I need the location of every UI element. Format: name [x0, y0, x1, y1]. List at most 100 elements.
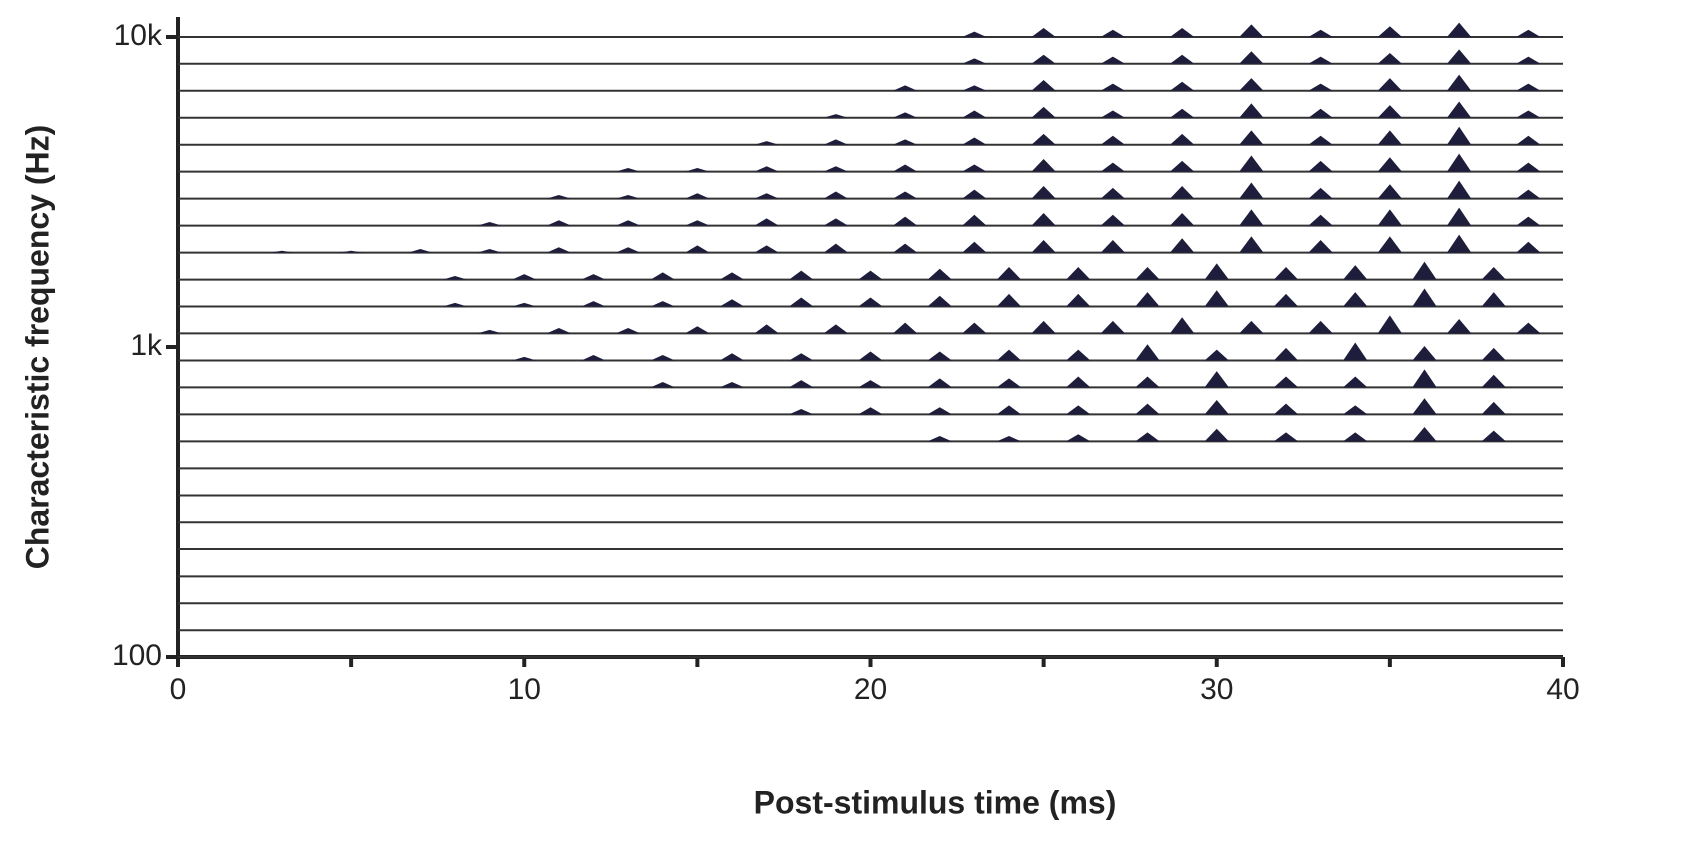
peak [1447, 74, 1472, 91]
peak [1066, 266, 1091, 280]
peak [1308, 83, 1333, 91]
peak [1170, 133, 1195, 145]
peak [1273, 376, 1299, 388]
peak [1204, 349, 1229, 361]
peak [616, 328, 641, 334]
peak [1239, 130, 1264, 145]
peak [339, 250, 364, 253]
peak [1066, 349, 1091, 361]
peak [1377, 315, 1402, 334]
peak [581, 301, 606, 307]
peak [893, 164, 918, 172]
peak [962, 31, 987, 37]
peak [650, 301, 675, 307]
peak [1100, 240, 1125, 253]
peak [1516, 322, 1541, 334]
peak [1377, 78, 1402, 91]
peak [1412, 346, 1437, 361]
peak [719, 353, 745, 361]
peak [1273, 432, 1299, 442]
peak [823, 166, 848, 172]
peak [408, 249, 433, 253]
peak [962, 189, 987, 199]
peak [1447, 49, 1472, 64]
peak [1377, 26, 1402, 37]
peak [546, 220, 571, 226]
peak [719, 299, 745, 307]
peak [893, 112, 918, 118]
peak [1273, 403, 1299, 415]
peak [1447, 153, 1472, 172]
peak [685, 168, 710, 172]
peak [1308, 56, 1333, 64]
peak [1031, 106, 1056, 118]
peak [754, 324, 779, 334]
peak [1100, 29, 1125, 37]
peak [927, 436, 952, 442]
peak [512, 302, 537, 307]
peak [1516, 83, 1541, 91]
peak [1170, 186, 1195, 199]
peak [477, 249, 502, 253]
peak [1135, 432, 1160, 442]
peak [1170, 54, 1195, 64]
peak [442, 302, 468, 307]
peak [1343, 292, 1368, 307]
peak [1066, 293, 1091, 307]
peak [1412, 288, 1437, 307]
peak [1377, 209, 1402, 226]
peak [1031, 79, 1056, 91]
peak [616, 168, 641, 172]
peak [789, 270, 814, 280]
y-tick-label: 10k [114, 19, 163, 52]
peak [1308, 320, 1333, 334]
peak [1343, 432, 1368, 442]
peak [754, 245, 779, 253]
peak [1516, 216, 1541, 226]
peak [1100, 162, 1125, 172]
peak [1447, 126, 1472, 145]
peak [996, 405, 1022, 415]
x-axis-label: Post-stimulus time (ms) [754, 784, 1117, 820]
peak [1170, 238, 1195, 253]
peak [1204, 400, 1229, 415]
peak [1031, 133, 1056, 145]
peak [1066, 405, 1091, 415]
peak [1170, 212, 1195, 226]
peak [1308, 214, 1333, 226]
peak [719, 272, 745, 280]
peak [893, 322, 918, 334]
peak [1447, 101, 1472, 118]
peak [1204, 371, 1229, 388]
peak [1204, 428, 1229, 442]
peak [893, 191, 918, 199]
peak [789, 297, 814, 307]
peak [1481, 266, 1506, 280]
peak [1481, 347, 1506, 361]
peak [1447, 319, 1472, 334]
peak [1170, 317, 1195, 334]
peak [719, 381, 745, 388]
peak [1516, 189, 1541, 199]
peak [1273, 293, 1299, 307]
peak [1481, 430, 1506, 442]
peak [1031, 240, 1056, 253]
peak [1481, 292, 1506, 307]
peak [1412, 427, 1437, 442]
peak [927, 351, 952, 361]
peak [1100, 214, 1125, 226]
peak [823, 218, 848, 226]
x-tick-label: 20 [854, 673, 887, 706]
peak [1377, 52, 1402, 64]
peak [1170, 28, 1195, 37]
peak [1481, 374, 1506, 388]
peak [1100, 56, 1125, 64]
peak [1100, 135, 1125, 145]
peak [1066, 434, 1091, 442]
peak [893, 139, 918, 145]
peak [616, 195, 641, 199]
peak [546, 247, 571, 253]
peak [996, 349, 1022, 361]
peak [1412, 369, 1437, 388]
peak [1343, 376, 1368, 388]
